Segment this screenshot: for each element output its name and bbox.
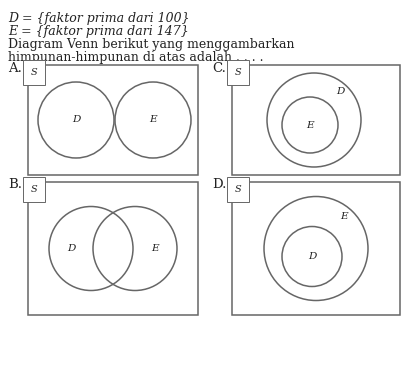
Text: B.: B. <box>8 178 22 191</box>
Text: E: E <box>340 212 348 221</box>
Bar <box>232 65 400 175</box>
Text: E: E <box>151 244 159 253</box>
Text: E: E <box>306 121 314 130</box>
Text: S: S <box>31 185 38 194</box>
Text: S: S <box>235 185 242 194</box>
Text: D: D <box>308 252 316 261</box>
Text: D: D <box>67 244 75 253</box>
Text: D: D <box>72 115 80 124</box>
Bar <box>232 182 400 315</box>
Text: S: S <box>31 68 38 77</box>
Text: Diagram Venn berikut yang menggambarkan: Diagram Venn berikut yang menggambarkan <box>8 38 294 51</box>
Text: E: E <box>149 115 157 124</box>
Bar <box>28 182 198 315</box>
Text: D: D <box>336 87 344 97</box>
Text: C.: C. <box>212 62 226 75</box>
Text: D.: D. <box>212 178 226 191</box>
Text: himpunan-himpunan di atas adalah . . . .: himpunan-himpunan di atas adalah . . . . <box>8 51 264 64</box>
Bar <box>28 65 198 175</box>
Text: E = {faktor prima dari 147}: E = {faktor prima dari 147} <box>8 25 189 38</box>
Text: S: S <box>235 68 242 77</box>
Text: D = {faktor prima dari 100}: D = {faktor prima dari 100} <box>8 12 190 25</box>
Text: A.: A. <box>8 62 22 75</box>
